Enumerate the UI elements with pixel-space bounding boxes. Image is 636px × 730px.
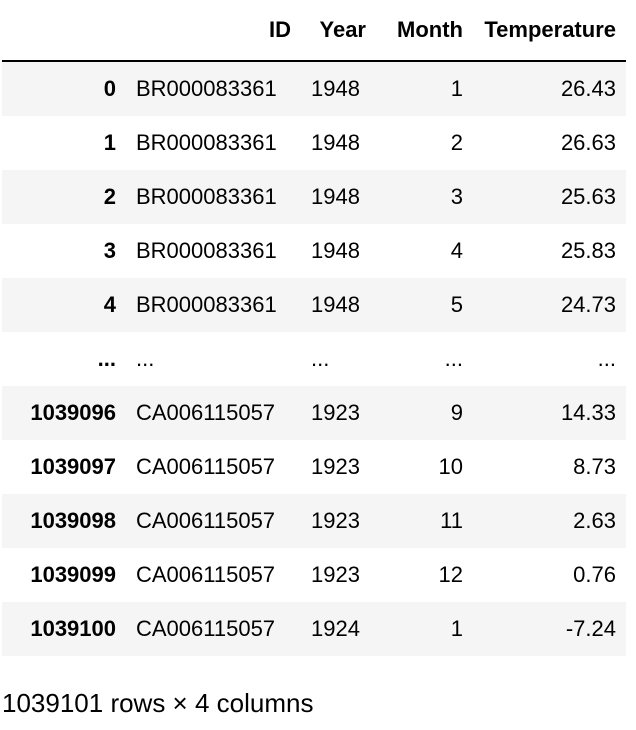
table-row: 3 BR000083361 1948 4 25.83 — [2, 224, 626, 278]
cell-month: 5 — [450, 292, 463, 317]
cell-year: ... — [311, 346, 330, 371]
table-shape-summary: 1039101 rows × 4 columns — [2, 688, 314, 718]
row-index: ... — [97, 346, 116, 371]
cell-year: 1948 — [311, 238, 360, 263]
table-row: 1039097 CA006115057 1923 10 8.73 — [2, 440, 626, 494]
cell-id: BR000083361 — [136, 76, 277, 101]
table-row: 1039100 CA006115057 1924 1 -7.24 — [2, 602, 626, 656]
header-row: ID Year Month Temperature — [2, 0, 626, 62]
cell-id: CA006115057 — [136, 616, 276, 641]
cell-temperature: 0.76 — [573, 562, 616, 587]
cell-month: 1 — [450, 616, 463, 641]
cell-temperature: 2.63 — [573, 508, 616, 533]
cell-year: 1923 — [311, 562, 360, 587]
cell-month: 2 — [450, 130, 463, 155]
table-row: ............... — [2, 332, 626, 386]
cell-id: CA006115057 — [136, 454, 276, 479]
dataframe-table: ID Year Month Temperature 0 BR000083361 19… — [2, 0, 626, 656]
column-header-id: ID — [126, 0, 301, 62]
column-header-temperature: Temperature — [473, 0, 626, 62]
cell-temperature: 26.63 — [560, 130, 616, 155]
row-index: 0 — [103, 76, 116, 101]
cell-temperature: 8.73 — [573, 454, 616, 479]
cell-year: 1948 — [311, 184, 360, 209]
column-header-month: Month — [376, 0, 473, 62]
cell-year: 1924 — [311, 616, 360, 641]
row-index: 1039098 — [30, 508, 116, 533]
row-index: 2 — [103, 184, 116, 209]
table-row: 1039096 CA006115057 1923 9 14.33 — [2, 386, 626, 440]
cell-year: 1923 — [311, 454, 360, 479]
column-header-year: Year — [301, 0, 376, 62]
cell-month: 9 — [450, 400, 463, 425]
table-row: 4 BR000083361 1948 5 24.73 — [2, 278, 626, 332]
cell-year: 1948 — [311, 130, 360, 155]
cell-id: BR000083361 — [136, 238, 277, 263]
row-index: 1039096 — [30, 400, 116, 425]
cell-temperature: 24.73 — [560, 292, 616, 317]
table-row: 1039099 CA006115057 1923 12 0.76 — [2, 548, 626, 602]
row-index: 1 — [103, 130, 116, 155]
cell-month: 11 — [440, 508, 463, 533]
row-index: 4 — [103, 292, 116, 317]
cell-month: 4 — [450, 238, 463, 263]
table-row: 1039098 CA006115057 1923 11 2.63 — [2, 494, 626, 548]
table-row: 0 BR000083361 1948 1 26.43 — [2, 61, 626, 116]
cell-temperature: ... — [597, 346, 616, 371]
cell-year: 1948 — [311, 76, 360, 101]
cell-month: 12 — [438, 562, 463, 587]
table-body: 0 BR000083361 1948 1 26.43 1 BR000083361 1948 2 2… — [2, 61, 626, 656]
cell-temperature: -7.24 — [565, 616, 616, 641]
cell-id: BR000083361 — [136, 292, 277, 317]
cell-year: 1948 — [311, 292, 360, 317]
cell-id: BR000083361 — [136, 184, 277, 209]
cell-temperature: 26.43 — [560, 76, 616, 101]
cell-temperature: 14.33 — [560, 400, 616, 425]
table-row: 2 BR000083361 1948 3 25.63 — [2, 170, 626, 224]
cell-id: BR000083361 — [136, 130, 277, 155]
cell-month: 10 — [438, 454, 463, 479]
index-header — [2, 0, 126, 62]
table-header: ID Year Month Temperature — [2, 0, 626, 62]
cell-id: CA006115057 — [136, 508, 276, 533]
cell-year: 1923 — [311, 400, 360, 425]
cell-month: ... — [444, 346, 463, 371]
row-index: 1039100 — [30, 616, 116, 641]
cell-temperature: 25.63 — [560, 184, 616, 209]
cell-month: 1 — [450, 76, 463, 101]
row-index: 1039099 — [30, 562, 116, 587]
cell-id: CA006115057 — [136, 562, 276, 587]
cell-year: 1923 — [311, 508, 360, 533]
cell-id: ... — [136, 346, 155, 371]
cell-temperature: 25.83 — [560, 238, 616, 263]
row-index: 1039097 — [30, 454, 116, 479]
cell-id: CA006115057 — [136, 400, 276, 425]
cell-month: 3 — [450, 184, 463, 209]
table-row: 1 BR000083361 1948 2 26.63 — [2, 116, 626, 170]
row-index: 3 — [103, 238, 116, 263]
